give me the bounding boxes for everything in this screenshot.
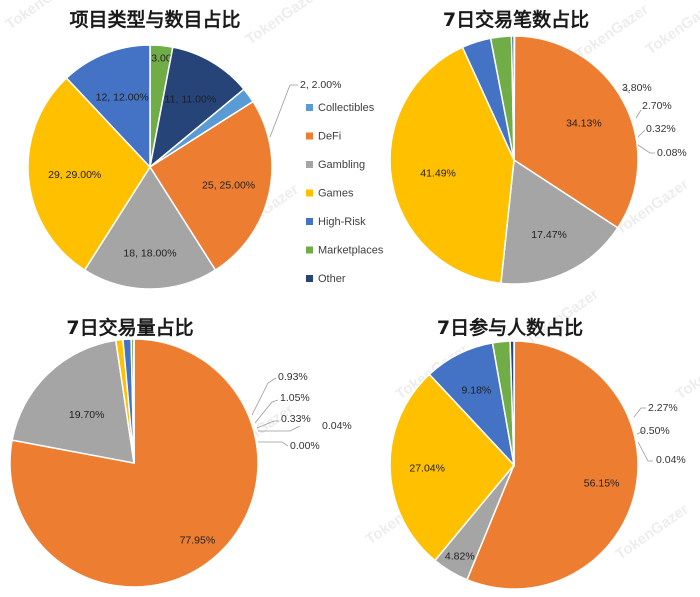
- leader-line-other: [258, 425, 301, 432]
- data-label-high-risk: 9.18%: [462, 385, 492, 397]
- leader-line-other: [637, 129, 646, 138]
- legend-swatch-collectibles: [306, 104, 313, 111]
- pie-slice-defi: [148, 100, 273, 272]
- data-label-other: 11, 11.00%: [165, 94, 217, 106]
- legend-label-defi: DeFi: [318, 131, 341, 143]
- pie-chart-7d-participants: 0.04% 56.15% 4.82% 27.04% 9.18% 2.27% 0.50%: [389, 340, 686, 590]
- pie-slice-other: [510, 35, 515, 161]
- legend-label-other: Other: [318, 273, 346, 285]
- data-label-games: 27.04%: [409, 463, 445, 475]
- data-label-defi: 56.15%: [584, 477, 620, 489]
- data-label-games: 41.49%: [420, 167, 456, 179]
- data-label-other: 0.32%: [646, 123, 676, 135]
- legend-label-gambling: Gambling: [318, 159, 365, 171]
- data-label-collectibles: 0.04%: [656, 454, 686, 466]
- data-label-high-risk: 3.80%: [622, 82, 652, 94]
- watermark-text: TokenGazer: [643, 0, 700, 58]
- data-label-defi: 77.95%: [180, 534, 216, 546]
- leader-line-high-risk: [254, 399, 279, 424]
- pie-slice-gambling: [500, 158, 619, 285]
- leader-line-marketplaces: [635, 109, 642, 119]
- data-label-gambling: 17.47%: [531, 229, 567, 241]
- leader-line-marketplaces: [256, 420, 279, 429]
- leader-line-other: [636, 430, 645, 435]
- data-label-gambling: 4.82%: [445, 550, 475, 562]
- legend-swatch-gambling: [306, 161, 313, 168]
- pie-slice-gambling: [11, 339, 135, 464]
- data-label-marketplaces: 2.27%: [648, 402, 678, 414]
- data-label-marketplaces: 0.33%: [281, 413, 311, 425]
- pie-chart-7d-transactions: 0.08% 34.13% 17.47% 41.49% 3.80% 2.70% 0.32%: [389, 35, 687, 285]
- legend-swatch-games: [306, 189, 313, 197]
- data-label-games: 29, 29.00%: [48, 169, 101, 181]
- data-label-collectibles: 0.08%: [657, 147, 687, 159]
- leader-line-collectibles: [269, 84, 298, 138]
- chart-title-2: 7日交易笔数占比: [443, 8, 589, 31]
- pie-slice-defi: [466, 340, 639, 590]
- legend-swatch-defi: [306, 132, 313, 140]
- pie-chart-project-types: 3, 3.00% 11, 11.00% 2, 2.00% 25, 25.00% 18, …: [27, 44, 341, 290]
- data-label-defi: 25, 25.00%: [202, 180, 255, 192]
- data-label-games: 0.93%: [278, 371, 308, 383]
- leader-line-collectibles: [258, 441, 289, 447]
- leader-line-collectibles: [637, 441, 653, 462]
- data-label-high-risk: 1.05%: [280, 392, 310, 404]
- pie-chart-7d-volume: 0.00% 77.95% 19.70% 0.93% 1.05% 0.33% 0.04%: [9, 338, 352, 588]
- legend-label-collectibles: Collectibles: [318, 102, 375, 114]
- legend-swatch-other: [306, 275, 313, 282]
- legend-swatch-high-risk: [306, 218, 313, 225]
- leader-line-marketplaces: [633, 407, 646, 418]
- pie-slice-other: [148, 46, 246, 169]
- watermark-text: TokenGazer: [673, 341, 700, 404]
- legend: Collectibles DeFi Gambling Games High-Risk Ma…: [306, 102, 384, 285]
- legend-label-games: Games: [318, 188, 354, 200]
- legend-label-high-risk: High-Risk: [318, 216, 366, 228]
- data-label-defi: 34.13%: [566, 117, 602, 129]
- pie-slice-other: [509, 340, 515, 466]
- data-label-gambling: 18, 18.00%: [123, 247, 176, 259]
- pie-slice-high-risk: [65, 44, 151, 169]
- chart-title-1: 项目类型与数目占比: [69, 8, 240, 31]
- watermark-text: TokenGazer: [243, 0, 322, 48]
- chart-title-4: 7日参与人数占比: [437, 316, 583, 339]
- data-label-other: 0.50%: [640, 425, 670, 437]
- data-label-collectibles: 0.00%: [290, 440, 320, 452]
- data-label-gambling: 19.70%: [69, 409, 105, 421]
- pie-slice-games: [27, 77, 151, 272]
- data-label-marketplaces: 3, 3.00%: [140, 53, 181, 65]
- chart-title-3: 7日交易量占比: [66, 316, 193, 339]
- pie-slice-gambling: [83, 165, 217, 290]
- legend-swatch-marketplaces: [306, 246, 313, 254]
- pie-slice-games: [389, 373, 515, 562]
- leader-line-games: [251, 377, 277, 416]
- data-label-other: 0.04%: [322, 420, 352, 432]
- leader-line-high-risk: [622, 87, 631, 94]
- data-label-collectibles: 2, 2.00%: [300, 79, 341, 91]
- data-label-marketplaces: 2.70%: [642, 100, 672, 112]
- legend-label-marketplaces: Marketplaces: [318, 245, 384, 257]
- data-label-high-risk: 12, 12.00%: [96, 92, 149, 104]
- leader-line-collectibles: [637, 144, 655, 154]
- pie-slice-games: [389, 46, 515, 285]
